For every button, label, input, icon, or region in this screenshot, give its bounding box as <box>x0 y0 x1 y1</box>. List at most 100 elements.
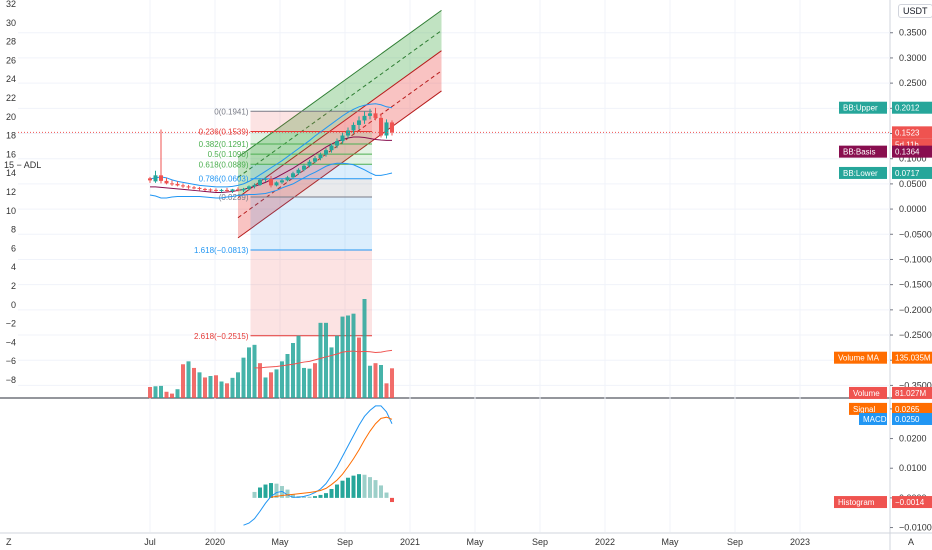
candle-body <box>252 184 257 187</box>
histogram-bar <box>362 474 367 498</box>
candle-body <box>170 183 174 185</box>
right-axis-label: −0.2500 <box>899 330 932 340</box>
volume-bar <box>335 335 339 398</box>
histogram-bar <box>307 496 312 498</box>
auto-scale-glyph[interactable]: A <box>908 537 914 547</box>
candle-body <box>346 130 350 136</box>
volume-bar <box>390 368 394 398</box>
fib-zone <box>250 197 372 251</box>
bb-lower-badge-label-box <box>839 166 887 179</box>
histogram-bar <box>373 480 378 498</box>
histogram-bar <box>318 494 323 498</box>
candle-body <box>197 187 202 189</box>
fib-level-label: 0.5(0.1090) <box>208 150 249 159</box>
bb-upper-badge-label-box <box>839 101 887 114</box>
volume-bar <box>203 377 207 398</box>
candle-body <box>291 173 295 178</box>
right-axis-label: −0.1500 <box>899 280 932 290</box>
trend-channel-middle-line[interactable] <box>237 50 442 198</box>
bb-lower-badge-value: 0.0717 <box>895 169 920 178</box>
macd-badge-value-box <box>892 412 932 425</box>
zoom-toggle-glyph[interactable]: Z <box>6 537 12 547</box>
volume-bar <box>307 368 312 398</box>
bb-upper-line <box>149 103 393 188</box>
bb-lower-badge-label: BB:Lower <box>843 169 878 178</box>
volume-bar <box>252 344 257 398</box>
bb-lower-badge: 0.0717 BB:Lower <box>839 166 932 179</box>
candle-body <box>230 189 235 191</box>
histogram-bar <box>351 475 356 498</box>
volume-bar <box>186 361 191 398</box>
left-axis-label: −6 <box>6 356 16 366</box>
drawings-layer[interactable]: 0(0.1941) 0.236(0.1539) 0.382(0.1291)0.5(0… <box>194 9 442 341</box>
volume-bar <box>208 376 213 398</box>
macd-axis-label: 0.0100 <box>899 463 927 473</box>
volume-bar <box>291 343 295 398</box>
bb-basis-badge: 0.1364 BB:Basis <box>839 145 932 158</box>
histogram-bar <box>258 487 262 498</box>
volume-bar <box>230 377 235 398</box>
right-axis-label: 0.3000 <box>899 53 927 63</box>
fib-level-label: 0.382(0.1291) <box>199 140 249 149</box>
volume-bar <box>153 386 158 398</box>
bb-basis-badge-label: BB:Basis <box>843 148 875 157</box>
left-axis-label: 20 <box>6 112 16 122</box>
x-tick-label: Sep <box>532 537 548 547</box>
histogram-bar <box>263 484 268 498</box>
volume-bar <box>357 337 361 398</box>
bb-upper-badge-value-box <box>892 101 932 114</box>
candle-body <box>302 165 306 170</box>
histogram-bar <box>285 489 290 498</box>
x-tick-label: 2022 <box>595 537 615 547</box>
histogram-badge-label-box <box>834 496 887 509</box>
volume-bar <box>214 375 218 398</box>
x-tick-label: 2020 <box>205 537 225 547</box>
right-axis-label: −0.3500 <box>899 380 932 390</box>
candle-body <box>324 150 328 155</box>
candle-body <box>318 154 323 159</box>
histogram-bar <box>291 494 295 498</box>
left-axis-label: 4 <box>11 262 16 272</box>
macd-line <box>243 405 393 526</box>
left-axis-label: 6 <box>11 243 16 253</box>
volume-bar <box>175 389 180 398</box>
histogram-bar <box>384 492 389 498</box>
bb-basis-badge-value: 0.1364 <box>895 148 920 157</box>
candle-body <box>373 113 378 118</box>
volume-bar <box>318 322 323 398</box>
candle-body <box>379 117 383 136</box>
histogram-bar <box>368 477 372 498</box>
x-tick-label: 2021 <box>400 537 420 547</box>
right-axis-label: 0.2500 <box>899 78 927 88</box>
histogram-bar <box>324 493 328 498</box>
x-tick-label: 2023 <box>790 537 810 547</box>
right-axis-label: −0.2000 <box>899 305 932 315</box>
candle-body <box>280 180 284 183</box>
histogram-bar <box>346 477 350 498</box>
left-axis-label: −2 <box>6 319 16 329</box>
volume-bar <box>247 347 251 398</box>
candle-body <box>329 145 334 151</box>
macd-axis-label: −0.0100 <box>899 523 932 533</box>
right-axis-label: 0.0000 <box>899 204 927 214</box>
bb-upper-badge-label: BB:Upper <box>843 104 878 113</box>
left-axis-label: 16 <box>6 149 16 159</box>
volume-bar <box>269 372 273 398</box>
volume-bar <box>296 335 301 398</box>
volume-ma-badge-label-box <box>834 351 887 364</box>
signal-badge-label-box <box>849 402 887 415</box>
histogram-bar <box>269 483 273 498</box>
candle-body <box>225 189 229 191</box>
candle-body <box>307 161 312 166</box>
fib-level-label: 2.618(−0.2515) <box>194 332 249 341</box>
volume-bar <box>351 313 356 398</box>
trend-channel-upper-fill <box>238 10 442 198</box>
left-axis-label: 18 <box>6 131 16 141</box>
histogram-bar <box>313 496 317 498</box>
signal-badge-value-box <box>892 402 932 415</box>
trend-channel-top-line[interactable] <box>237 9 442 158</box>
volume-bar <box>362 299 367 398</box>
